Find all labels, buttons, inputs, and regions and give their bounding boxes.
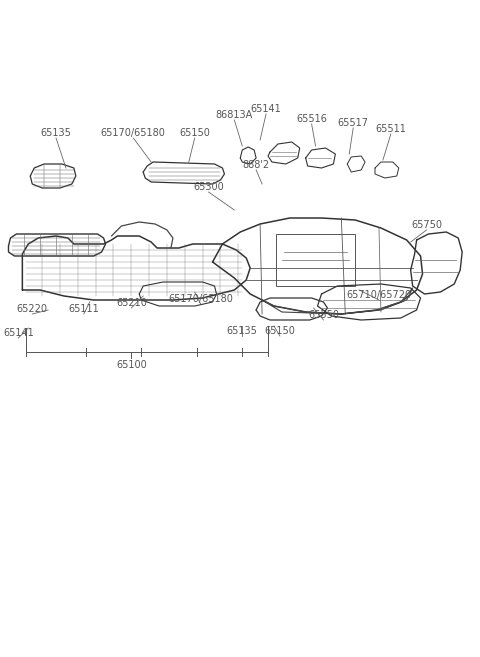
Text: 65150: 65150: [264, 326, 295, 336]
Text: 65135: 65135: [41, 128, 72, 138]
Text: 65210: 65210: [116, 298, 147, 308]
Text: 65170/65180: 65170/65180: [168, 294, 233, 304]
Bar: [276, 234, 355, 286]
Text: 65750: 65750: [411, 220, 442, 230]
Text: 888'2: 888'2: [242, 160, 270, 170]
Text: 65170/65180: 65170/65180: [101, 128, 166, 138]
Text: 65517: 65517: [338, 118, 369, 128]
Text: 65141: 65141: [251, 104, 281, 114]
Text: 65220: 65220: [17, 304, 48, 314]
Text: 65300: 65300: [193, 182, 224, 192]
Text: 86813A: 86813A: [216, 110, 253, 120]
Text: 65150: 65150: [179, 128, 210, 138]
Text: 65516: 65516: [296, 114, 327, 124]
Text: 65111: 65111: [68, 304, 99, 314]
Text: 65710/65720: 65710/65720: [347, 290, 411, 300]
Text: 65100: 65100: [116, 360, 147, 370]
Text: 65550: 65550: [308, 310, 339, 320]
Text: 65135: 65135: [227, 326, 258, 336]
Text: 65141: 65141: [3, 328, 34, 338]
Text: 65511: 65511: [375, 124, 406, 134]
